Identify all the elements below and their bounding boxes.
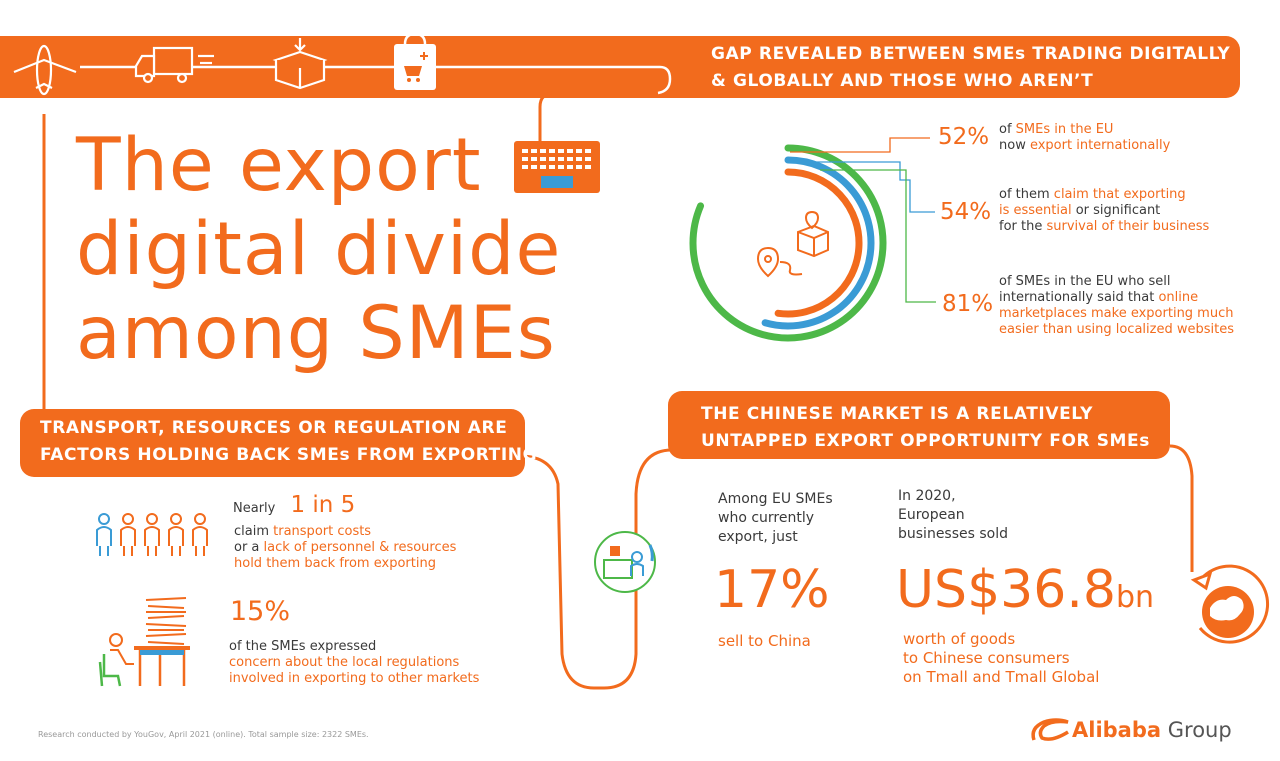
top-banner-heading: GAP REVEALED BETWEEN SMEs TRADING DIGITA…	[711, 41, 1230, 95]
china-stat-2-caption-1: worth of goods	[903, 630, 1016, 648]
china-stat-2-line-1: In 2020,	[898, 488, 956, 504]
transport-line-1a: claim	[234, 524, 274, 539]
stat-text-part: or significant for the	[999, 203, 1161, 234]
china-stat-1-lead: Among EU SMEs who currently export, just	[718, 490, 833, 547]
regulation-value: 15%	[230, 596, 291, 627]
logo-word: Alibaba	[1072, 718, 1162, 742]
left-banner-heading: TRANSPORT, RESOURCES OR REGULATION ARE F…	[40, 415, 537, 469]
stat-text-part: is essential	[999, 203, 1072, 218]
right-banner-heading: THE CHINESE MARKET IS A RELATIVELY UNTAP…	[701, 401, 1150, 455]
paperwork-desk-icon	[98, 597, 190, 687]
stat-text-part: online marketplaces make exporting much …	[999, 290, 1234, 337]
stat-text-part: export internationally	[1029, 138, 1171, 153]
alibaba-group-logo: Alibaba Group	[1072, 718, 1232, 742]
regulation-text: of the SMEs expressed concern about the …	[229, 639, 479, 687]
person-icon	[120, 513, 136, 556]
china-stat-2-caption-3: on Tmall and Tmall Global	[903, 668, 1100, 686]
left-banner-line-1: TRANSPORT, RESOURCES OR REGULATION ARE	[40, 418, 508, 438]
transport-value: 1 in 5	[290, 492, 356, 518]
stat-text-part: now	[999, 138, 1026, 153]
china-stat-1-value: 17%	[714, 560, 830, 620]
airplane-icon	[13, 44, 77, 96]
title-line-3: among SMEs	[76, 291, 556, 376]
right-banner-line-1: THE CHINESE MARKET IS A RELATIVELY	[701, 404, 1093, 424]
china-map-icon	[1190, 564, 1270, 644]
stat-81-text: of SMEs in the EU who sell international…	[999, 274, 1234, 338]
transport-line-2b: lack of personnel & resources	[263, 540, 457, 555]
logo-group: Group	[1167, 718, 1232, 742]
regulation-line-1: of the SMEs expressed	[229, 639, 377, 654]
truck-icon	[134, 46, 214, 84]
top-banner-line-1: GAP REVEALED BETWEEN SMEs TRADING DIGITA…	[711, 44, 1231, 64]
stat-text-part: of them	[999, 187, 1054, 202]
transport-text: claim transport costs or a lack of perso…	[234, 524, 456, 572]
person-icon-highlight	[96, 513, 112, 556]
china-stat-2-caption: worth of goods to Chinese consumers on T…	[903, 630, 1099, 687]
regulation-line-3: involved in exporting to other markets	[229, 671, 480, 686]
left-banner	[20, 409, 525, 477]
stat-text-part: of	[999, 122, 1016, 137]
stat-54-text: of them claim that exporting is essentia…	[999, 187, 1209, 235]
transport-line-3: hold them back from exporting	[234, 556, 436, 571]
stat-text-part: claim that exporting	[1053, 187, 1186, 202]
right-banner-line-2: UNTAPPED EXPORT OPPORTUNITY FOR SMEs	[701, 431, 1150, 451]
left-banner-line-2: FACTORS HOLDING BACK SMEs FROM EXPORTING	[40, 445, 538, 465]
china-stat-1-line-1: Among EU SMEs	[718, 491, 833, 507]
transport-lead: Nearly	[233, 501, 276, 516]
stat-text-part: survival of their business	[1046, 219, 1210, 234]
stat-text-part: of SMEs in the EU who sell international…	[999, 274, 1171, 305]
transport-line-1b: transport costs	[273, 524, 372, 539]
top-banner-line-2: & GLOBALLY AND THOSE WHO AREN’T	[711, 71, 1094, 91]
china-stat-2-value: US$36.8bn	[896, 562, 1154, 618]
package-icon	[272, 38, 328, 90]
china-stat-1-line-3: export, just	[718, 529, 798, 545]
page-title: The export digital divide among SMEs	[76, 124, 561, 376]
stat-54-value: 54%	[940, 199, 992, 225]
person-icon	[144, 513, 160, 556]
stat-52-value: 52%	[938, 124, 990, 150]
china-stat-2-line-2: European	[898, 507, 965, 523]
title-line-2: digital divide	[76, 207, 562, 292]
alibaba-logo-icon	[1031, 718, 1069, 741]
transport-stat: Nearly 1 in 5	[233, 492, 355, 519]
china-stat-2-line-3: businesses sold	[898, 526, 1009, 542]
china-stat-1-line-2: who currently	[718, 510, 815, 526]
china-stat-1-caption: sell to China	[718, 632, 811, 650]
title-line-1: The export	[76, 123, 482, 208]
stat-text-part: SMEs in the EU	[1015, 122, 1114, 137]
delivery-route-icon	[756, 210, 829, 278]
china-stat-2-amount: US$36.8	[896, 560, 1116, 620]
person-icon	[192, 513, 208, 556]
market-stall-icon	[594, 531, 656, 593]
ring-chart	[689, 144, 887, 342]
person-icon	[168, 513, 184, 556]
transport-line-2a: or a	[234, 540, 264, 555]
stat-81-value: 81%	[942, 291, 994, 317]
china-stat-2-caption-2: to Chinese consumers	[903, 649, 1070, 667]
right-banner	[668, 391, 1170, 459]
regulation-line-2: concern about the local regulations	[229, 655, 460, 670]
snake-connector	[519, 448, 682, 690]
laptop-icon	[514, 141, 600, 193]
china-stat-2-unit: bn	[1115, 580, 1154, 615]
china-stat-2-lead: In 2020, European businesses sold	[898, 487, 1008, 544]
people-icons	[96, 513, 208, 556]
footer-note: Research conducted by YouGov, April 2021…	[38, 730, 369, 739]
shopping-bag-icon	[394, 32, 436, 90]
stat-52-text: of SMEs in the EU now export internation…	[999, 122, 1170, 154]
